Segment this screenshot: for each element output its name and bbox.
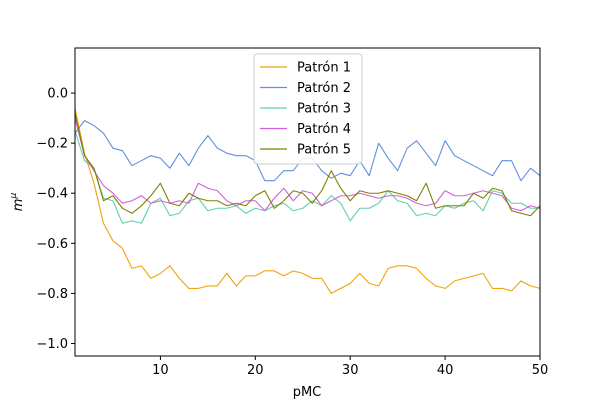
series-line-4	[74, 117, 541, 212]
legend: Patrón 1 Patrón 2 Patrón 3 Patrón 4 Patrón 5	[253, 53, 363, 165]
y-tick-label: 0.0	[47, 87, 68, 102]
legend-label-3: Patrón 3	[297, 102, 351, 117]
x-tick-label: 20	[247, 363, 264, 378]
axes-frame	[74, 47, 541, 357]
y-tick-label: −0.4	[36, 187, 68, 202]
x-axis-label: pMC	[293, 385, 322, 400]
x-tick-label: 30	[342, 363, 359, 378]
x-tick-label: 10	[152, 363, 169, 378]
x-tick-label: 50	[532, 363, 549, 378]
series-line-5	[74, 112, 541, 217]
y-axis-ticks: −1.0 −0.8 −0.6 −0.4 −0.2 0.0	[36, 87, 75, 352]
x-tick-label: 40	[437, 363, 454, 378]
legend-label-2: Patrón 2	[297, 81, 351, 96]
y-axis-label-base: m	[11, 199, 26, 212]
legend-label-1: Patrón 1	[297, 61, 351, 76]
y-tick-label: −0.8	[36, 287, 68, 302]
x-axis-ticks: 10 20 30 40 50	[152, 356, 548, 378]
y-axis-label: mμ	[9, 193, 26, 212]
y-tick-label: −0.6	[36, 237, 68, 252]
series-line-1	[74, 107, 541, 294]
legend-box	[253, 53, 363, 165]
y-axis-label-superscript: μ	[9, 193, 19, 200]
legend-label-5: Patrón 5	[297, 143, 351, 158]
legend-label-4: Patrón 4	[297, 122, 351, 137]
y-tick-label: −1.0	[36, 337, 68, 352]
y-tick-label: −0.2	[36, 137, 68, 152]
